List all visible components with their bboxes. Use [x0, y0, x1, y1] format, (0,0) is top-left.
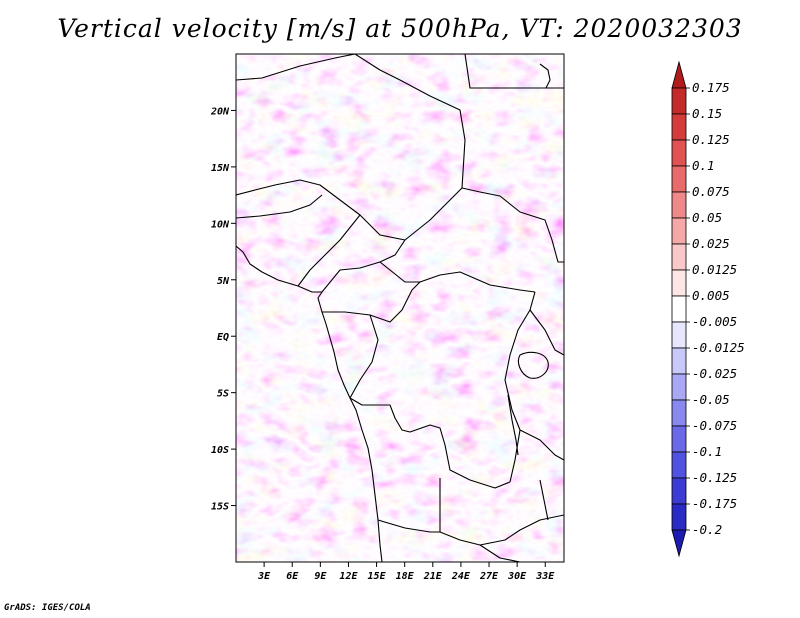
x-tick-label: 3E — [257, 571, 271, 582]
colorbar-swatch — [671, 451, 687, 479]
colorbar-swatch — [671, 243, 687, 271]
velocity-field — [236, 54, 564, 562]
colorbar-swatch — [671, 269, 687, 297]
lake-malawi — [539, 479, 549, 521]
border-nigeria — [236, 194, 323, 219]
y-tick-label: 5S — [217, 389, 229, 400]
border-sudan — [461, 187, 564, 263]
border-chad-car — [321, 239, 406, 293]
border-drc-angola — [349, 397, 511, 489]
colorbar-swatch — [671, 425, 687, 453]
x-tick-label: 27E — [479, 571, 499, 582]
border-congo — [349, 314, 379, 399]
x-tick-label: 21E — [423, 571, 443, 582]
colorbar-swatch — [671, 191, 687, 219]
colorbar-swatch — [671, 60, 687, 89]
colorbar-label: 0.175 — [692, 80, 730, 95]
y-tick-label: EQ — [217, 332, 229, 343]
y-tick-label: 20N — [210, 106, 230, 117]
lake-tanganyika — [507, 394, 519, 456]
colorbar-swatch — [671, 295, 687, 323]
colorbar-label: 0.15 — [692, 106, 722, 121]
colorbar-swatch — [671, 87, 687, 115]
x-tick-label: 24E — [451, 571, 471, 582]
colorbar-label: 0.1 — [692, 158, 715, 173]
colorbar-label: -0.1 — [692, 444, 722, 459]
border-zim — [479, 544, 521, 562]
colorbar-label: -0.125 — [692, 470, 737, 485]
colorbar-label: 0.025 — [692, 236, 730, 251]
colorbar-swatch — [671, 503, 687, 531]
border-cameroon — [297, 214, 361, 287]
coast-east-red-sea — [539, 63, 551, 89]
colorbar-label: 0.005 — [692, 288, 730, 303]
colorbar-swatch — [671, 113, 687, 141]
colorbar-swatch — [671, 139, 687, 167]
colorbar-swatch — [671, 165, 687, 193]
colorbar-label: -0.005 — [692, 314, 737, 329]
y-tick-label: 10S — [211, 445, 229, 456]
x-tick-label: 15E — [368, 571, 387, 582]
x-tick-label: 6E — [286, 571, 299, 582]
y-tick-label: 15S — [211, 502, 229, 513]
lake-victoria — [517, 351, 549, 379]
colorbar-swatch — [671, 217, 687, 245]
border-gulf — [322, 281, 421, 323]
map-title: Vertical velocity [m/s] at 500hPa, VT: 2… — [57, 14, 743, 43]
colorbar-label: -0.075 — [692, 418, 737, 433]
border-east-africa — [529, 309, 564, 356]
colorbar-label: 0.05 — [692, 210, 722, 225]
colorbar-swatch — [671, 529, 687, 558]
colorbar-label: -0.2 — [692, 522, 722, 537]
border-east-egypt — [464, 54, 564, 89]
border-north-2 — [236, 54, 466, 241]
colorbar-swatch — [671, 373, 687, 401]
colorbar-label: 0.075 — [692, 184, 730, 199]
y-tick-label: 5N — [217, 276, 230, 287]
colorbar-label: -0.025 — [692, 366, 737, 381]
colorbar-label: -0.175 — [692, 496, 737, 511]
x-tick-label: 30E — [507, 571, 527, 582]
colorbar-swatch — [671, 399, 687, 427]
y-tick-label: 15N — [211, 163, 230, 174]
country-borders — [236, 54, 564, 562]
y-tick-label: 10N — [211, 219, 230, 230]
map-frame — [235, 53, 565, 563]
border-angola-south — [377, 478, 441, 533]
border-north-1 — [236, 54, 356, 81]
x-tick-label: 33E — [535, 571, 555, 582]
border-tanzania — [519, 429, 564, 461]
colorbar-swatch — [671, 347, 687, 375]
colorbar-swatch — [671, 477, 687, 505]
y-axis: 20N 15N 10N 5N EQ 5S 10S 15S — [210, 106, 236, 513]
border-car-drc — [379, 261, 536, 293]
x-tick-label: 9E — [314, 571, 327, 582]
coastline-west — [236, 245, 383, 562]
x-tick-label: 18E — [396, 571, 415, 582]
x-tick-label: 12E — [339, 571, 358, 582]
colorbar-label: 0.0125 — [692, 262, 737, 277]
colorbar-label: -0.0125 — [692, 340, 745, 355]
grads-credit: GrADS: IGES/COLA — [4, 603, 91, 613]
colorbar: 0.175 0.15 0.125 0.1 0.075 0.05 0.025 0.0125 0.0… — [671, 60, 745, 558]
border-zambia — [439, 514, 564, 546]
colorbar-label: -0.05 — [692, 392, 730, 407]
x-axis: 3E 6E 9E 12E 15E 18E 21E 24E 27E 30E 33E — [257, 562, 555, 582]
colorbar-swatch — [671, 321, 687, 349]
border-drc-east — [504, 291, 536, 483]
colorbar-label: 0.125 — [692, 132, 730, 147]
